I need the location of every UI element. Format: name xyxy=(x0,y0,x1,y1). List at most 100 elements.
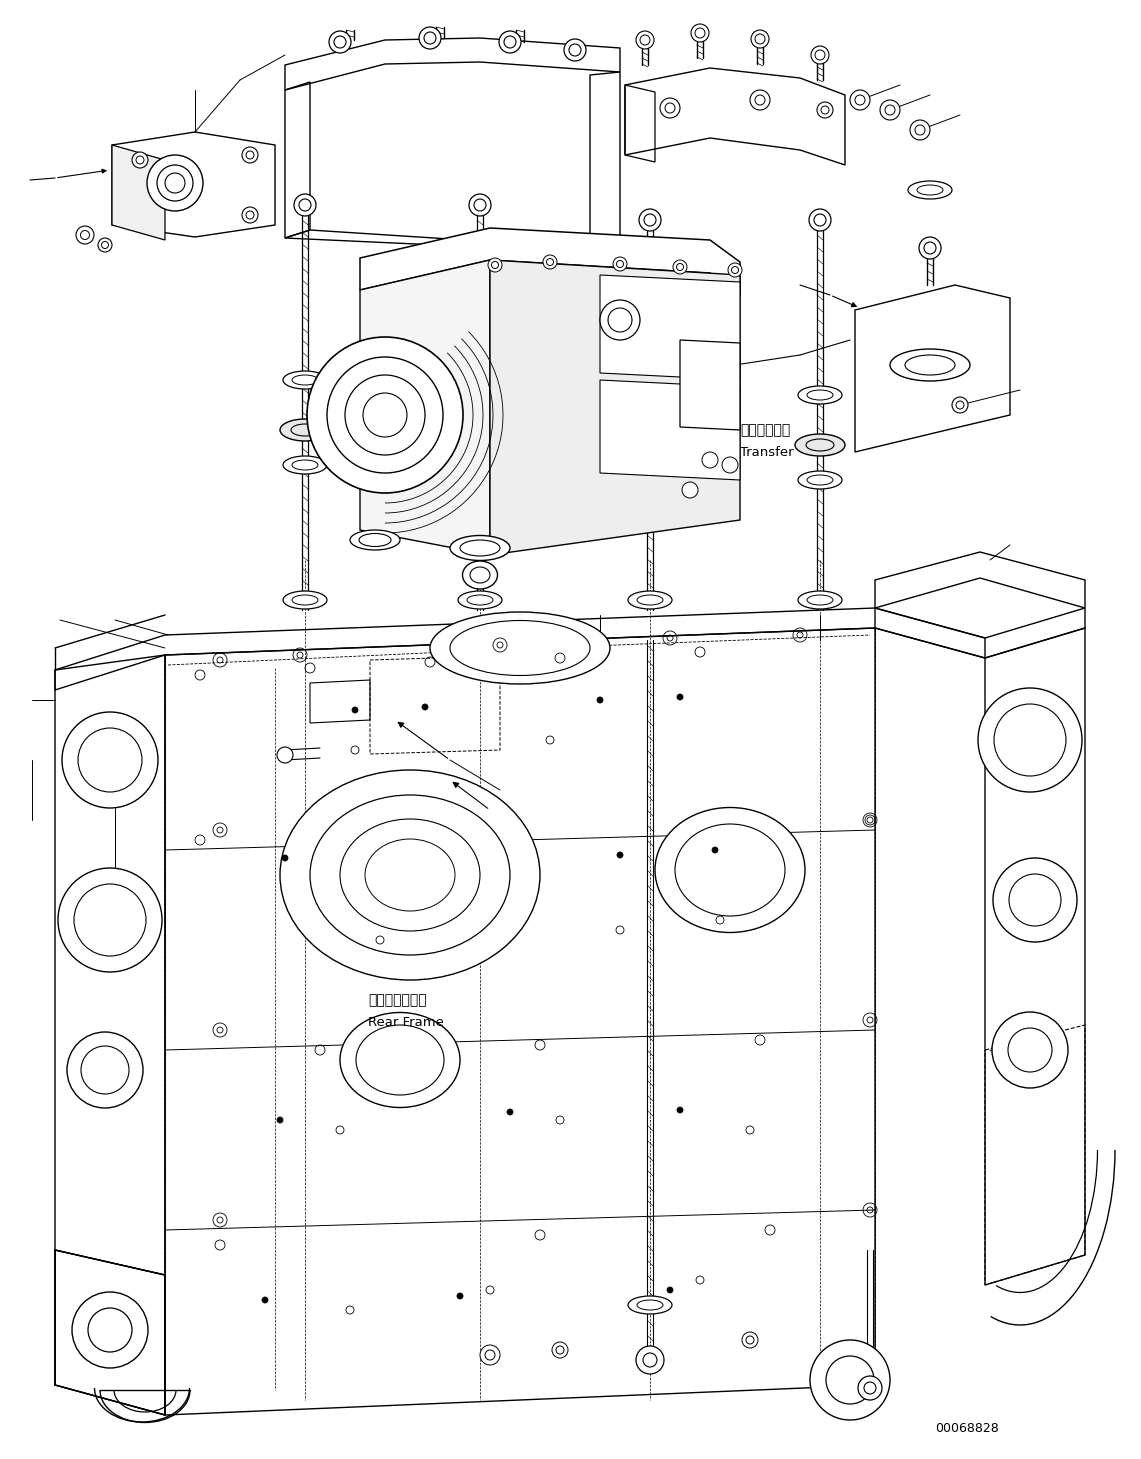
Circle shape xyxy=(992,1013,1068,1088)
Circle shape xyxy=(76,226,94,244)
Polygon shape xyxy=(680,340,741,430)
Ellipse shape xyxy=(628,1296,672,1315)
Ellipse shape xyxy=(450,535,510,560)
Circle shape xyxy=(952,397,968,413)
Text: トランスファ: トランスファ xyxy=(741,423,791,438)
Ellipse shape xyxy=(628,471,672,489)
Text: Transfer: Transfer xyxy=(741,445,794,458)
Polygon shape xyxy=(600,274,741,379)
Circle shape xyxy=(262,1297,268,1303)
Circle shape xyxy=(659,98,680,118)
Ellipse shape xyxy=(798,387,842,404)
Text: Rear Frame: Rear Frame xyxy=(369,1015,444,1029)
Circle shape xyxy=(307,337,463,493)
Circle shape xyxy=(811,47,830,64)
Circle shape xyxy=(751,31,769,48)
Circle shape xyxy=(667,1287,673,1293)
Circle shape xyxy=(677,694,683,700)
Circle shape xyxy=(636,31,654,50)
Circle shape xyxy=(353,708,358,713)
Circle shape xyxy=(552,1342,568,1358)
Circle shape xyxy=(858,1376,882,1401)
Circle shape xyxy=(691,23,709,42)
Circle shape xyxy=(488,258,502,271)
Ellipse shape xyxy=(283,457,327,474)
Circle shape xyxy=(147,155,203,212)
Ellipse shape xyxy=(283,591,327,608)
Circle shape xyxy=(277,747,293,763)
Ellipse shape xyxy=(430,611,610,684)
Circle shape xyxy=(880,101,900,120)
Circle shape xyxy=(810,1339,890,1420)
Circle shape xyxy=(458,1293,463,1299)
Text: リヤーフレーム: リヤーフレーム xyxy=(369,994,427,1007)
Circle shape xyxy=(242,147,258,163)
Ellipse shape xyxy=(280,419,330,441)
Circle shape xyxy=(329,31,351,53)
Ellipse shape xyxy=(455,419,505,441)
Circle shape xyxy=(62,712,157,808)
Circle shape xyxy=(613,257,628,271)
Circle shape xyxy=(993,858,1077,943)
Circle shape xyxy=(978,689,1082,792)
Circle shape xyxy=(636,1347,664,1374)
Polygon shape xyxy=(361,228,741,295)
Ellipse shape xyxy=(350,530,400,550)
Ellipse shape xyxy=(340,1013,460,1107)
Circle shape xyxy=(499,31,521,53)
Circle shape xyxy=(817,102,833,118)
Circle shape xyxy=(600,301,640,340)
Circle shape xyxy=(677,1107,683,1113)
Circle shape xyxy=(564,39,586,61)
Circle shape xyxy=(809,209,831,231)
Circle shape xyxy=(919,236,941,260)
Circle shape xyxy=(617,852,623,858)
Circle shape xyxy=(419,28,442,50)
Circle shape xyxy=(294,194,316,216)
Polygon shape xyxy=(285,38,620,90)
Polygon shape xyxy=(489,260,741,554)
Ellipse shape xyxy=(795,433,845,457)
Circle shape xyxy=(702,452,718,468)
Circle shape xyxy=(556,1347,564,1354)
Ellipse shape xyxy=(462,562,497,589)
Ellipse shape xyxy=(625,433,675,457)
Circle shape xyxy=(543,255,557,268)
Circle shape xyxy=(132,152,148,168)
Circle shape xyxy=(485,1350,495,1360)
Ellipse shape xyxy=(458,457,502,474)
Ellipse shape xyxy=(628,387,672,404)
Circle shape xyxy=(682,481,698,498)
Circle shape xyxy=(746,1336,754,1344)
Circle shape xyxy=(507,1109,513,1115)
Circle shape xyxy=(480,1345,500,1366)
Circle shape xyxy=(639,209,661,231)
Circle shape xyxy=(469,194,491,216)
Ellipse shape xyxy=(655,807,806,932)
Circle shape xyxy=(277,1118,283,1123)
Circle shape xyxy=(597,697,602,703)
Circle shape xyxy=(911,120,930,140)
Circle shape xyxy=(850,90,869,109)
Circle shape xyxy=(98,238,112,252)
Ellipse shape xyxy=(280,770,540,980)
Circle shape xyxy=(58,868,162,972)
Ellipse shape xyxy=(628,591,672,608)
Ellipse shape xyxy=(283,371,327,390)
Circle shape xyxy=(72,1293,148,1369)
Circle shape xyxy=(242,207,258,223)
Ellipse shape xyxy=(890,349,970,381)
Ellipse shape xyxy=(908,181,952,198)
Circle shape xyxy=(722,457,738,473)
Circle shape xyxy=(282,855,288,861)
Polygon shape xyxy=(600,379,741,480)
Circle shape xyxy=(422,705,428,711)
Circle shape xyxy=(67,1032,143,1107)
Circle shape xyxy=(742,1332,758,1348)
Circle shape xyxy=(728,263,742,277)
Ellipse shape xyxy=(458,591,502,608)
Polygon shape xyxy=(361,260,489,554)
Text: 00068828: 00068828 xyxy=(934,1421,998,1434)
Polygon shape xyxy=(112,144,165,239)
Ellipse shape xyxy=(798,591,842,608)
